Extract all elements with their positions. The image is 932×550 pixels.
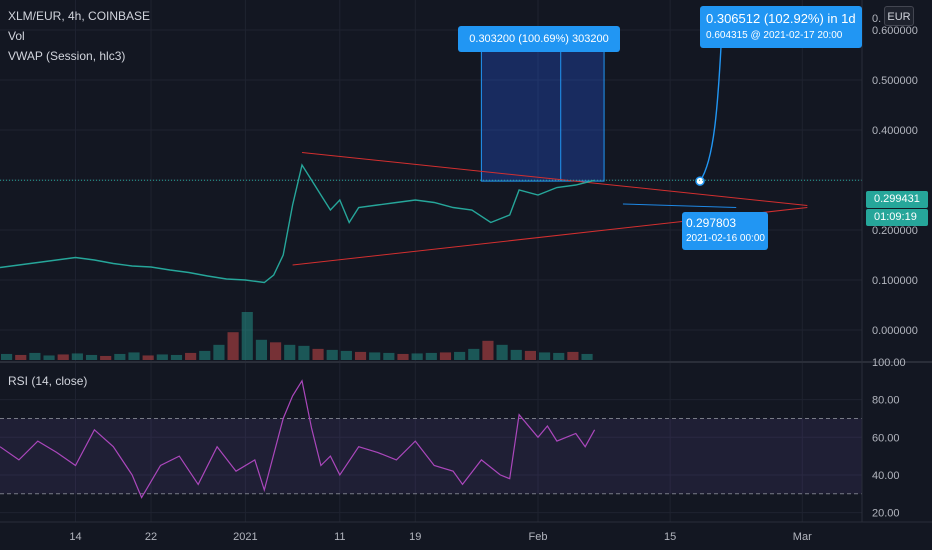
volume-bar — [496, 344, 508, 360]
volume-bar — [284, 344, 296, 360]
price-axis[interactable]: 0.000000 0.100000 0.200000 0.400000 0.500000… — [861, 0, 918, 522]
volume-bar — [439, 352, 452, 360]
rsi-series-line — [0, 379, 596, 499]
volume-bar — [199, 350, 211, 360]
volume-bar — [270, 342, 282, 360]
price-tick-label: 0.500000 — [872, 75, 918, 87]
projection-curve — [699, 27, 723, 182]
volume-bar — [581, 353, 593, 360]
volume-bar — [57, 354, 69, 360]
volume-bar — [255, 339, 267, 360]
volume-bar — [185, 352, 197, 360]
volume-bar — [85, 354, 98, 360]
currency-button[interactable]: EUR — [884, 6, 914, 26]
rsi-legend[interactable]: RSI (14, close) — [8, 374, 88, 388]
projection-tooltip: 0.306512 (102.92%) in 1d 0.604315 @ 2021… — [700, 6, 862, 48]
time-tick-label: 2021 — [233, 531, 257, 543]
rsi-tick-label: 60.00 — [872, 432, 900, 444]
price-tick-label: 0. — [872, 13, 881, 25]
volume-bar — [71, 353, 83, 360]
rsi-band — [0, 418, 862, 494]
volume-bar — [170, 354, 183, 360]
grid-lines — [0, 0, 862, 522]
volume-bar — [468, 348, 480, 360]
chart-title[interactable]: XLM/EUR, 4h, COINBASE — [8, 9, 151, 23]
price-series-line — [0, 163, 595, 284]
rsi-tick-label: 40.00 — [872, 470, 900, 482]
volume-bar — [510, 349, 522, 360]
volume-bar — [227, 332, 239, 360]
time-tick-label: 15 — [664, 531, 676, 543]
volume-bars — [1, 312, 593, 360]
volume-bar — [354, 351, 367, 360]
range-box — [480, 29, 605, 182]
vwap-legend[interactable]: VWAP (Session, hlc3) — [8, 49, 126, 63]
start-price-label: 0.297803 — [686, 216, 737, 230]
volume-bar — [142, 355, 154, 360]
volume-bar — [100, 355, 112, 360]
time-tick-label: Feb — [529, 531, 548, 543]
projection-sub-label: 0.604315 @ 2021-02-17 20:00 — [706, 30, 843, 41]
volume-bar — [15, 354, 27, 360]
price-tick-label: 0.200000 — [872, 225, 918, 237]
volume-bar — [29, 352, 41, 360]
volume-bar — [326, 349, 338, 360]
volume-bar — [524, 350, 536, 360]
time-axis[interactable]: 14 22 2021 11 19 Feb 15 Mar — [0, 521, 932, 543]
rsi-axis[interactable]: 20.00 40.00 60.00 80.00 100.00 — [872, 357, 906, 520]
volume-bar — [156, 354, 168, 360]
triangle-line — [301, 152, 808, 206]
last-price-tag: 0.299431 — [866, 191, 928, 208]
time-tick-label: 22 — [145, 531, 157, 543]
volume-bar — [213, 344, 225, 360]
time-tick-label: 11 — [334, 531, 345, 543]
projection-start-dot — [695, 176, 705, 186]
start-date-label: 2021-02-16 00:00 — [686, 233, 765, 244]
volume-bar — [425, 352, 437, 360]
price-tick-label: 0.100000 — [872, 275, 918, 287]
volume-bar — [298, 345, 310, 360]
volume-bar — [128, 352, 140, 360]
volume-bar — [340, 350, 352, 360]
volume-bar — [482, 340, 494, 360]
price-tick-label: 0.000000 — [872, 325, 918, 337]
volume-bar — [383, 352, 395, 360]
countdown-tag: 01:09:19 — [866, 209, 928, 226]
volume-bar — [114, 353, 126, 360]
rsi-tick-label: 80.00 — [872, 395, 900, 407]
volume-bar — [553, 352, 565, 360]
time-tick-label: 14 — [69, 531, 81, 543]
price-tick-label: 0.600000 — [872, 25, 918, 37]
volume-bar — [312, 348, 324, 360]
volume-bar — [454, 351, 466, 360]
vwap-line — [622, 203, 737, 208]
volume-bar — [411, 353, 423, 360]
volume-legend[interactable]: Vol — [8, 29, 25, 43]
volume-bar — [369, 352, 381, 360]
volume-bar — [567, 351, 579, 360]
projection-main-label: 0.306512 (102.92%) in 1d — [706, 11, 856, 26]
volume-bar — [539, 352, 551, 360]
range-tooltip: 0.303200 (100.69%) 303200 — [458, 26, 620, 52]
time-tick-label: Mar — [793, 531, 812, 543]
rsi-tick-label: 100.00 — [872, 357, 906, 369]
start-point-tooltip: 0.297803 2021-02-16 00:00 — [682, 212, 768, 250]
volume-bar — [397, 353, 409, 360]
price-tick-label: 0.400000 — [872, 125, 918, 137]
volume-bar — [1, 353, 13, 360]
volume-bar — [43, 355, 55, 360]
rsi-tick-label: 20.00 — [872, 508, 900, 520]
volume-bar — [241, 312, 253, 360]
time-tick-label: 19 — [409, 531, 421, 543]
